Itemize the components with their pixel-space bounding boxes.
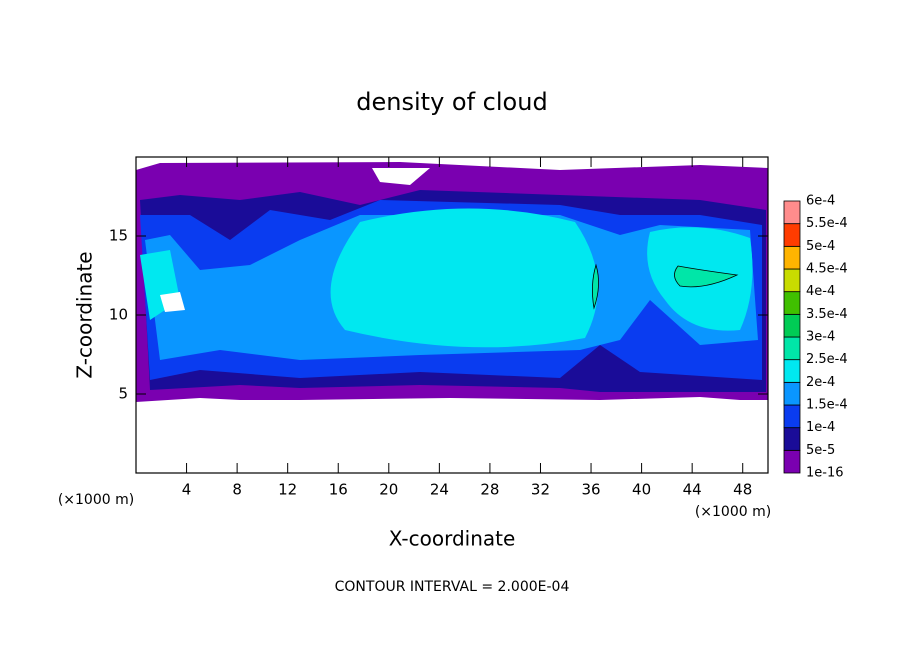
colorbar-box (783, 200, 801, 225)
colorbar-label: 2e-4 (806, 375, 835, 390)
y-tick-label: 15 (109, 227, 128, 245)
colorbar-label: 3.5e-4 (806, 307, 848, 322)
x-tick-label: 16 (329, 481, 348, 499)
colorbar-box (783, 381, 801, 406)
colorbar-box (783, 449, 801, 474)
colorbar-box (783, 291, 801, 315)
contour-line (674, 265, 739, 288)
empty-region (372, 168, 430, 185)
x-unit-right: (×1000 m) (695, 504, 771, 520)
x-tick-label: 20 (379, 481, 398, 499)
chart-title: density of cloud (356, 88, 547, 116)
colorbar-label: 5e-4 (806, 239, 835, 254)
colorbar-box (783, 427, 801, 451)
y-tick-label: 10 (109, 306, 128, 324)
colorbar-box (783, 336, 801, 361)
colorbar-label: 4.5e-4 (806, 262, 848, 277)
footnote: CONTOUR INTERVAL = 2.000E-04 (335, 579, 570, 595)
colorbar-box (783, 245, 801, 270)
colorbar-label: 5.5e-4 (806, 216, 848, 231)
x-tick-label: 28 (480, 481, 499, 499)
y-axis-label: Z-coordinate (73, 251, 97, 378)
x-tick-label: 24 (430, 481, 449, 499)
empty-region (160, 292, 185, 312)
contour-fill (140, 208, 753, 348)
colorbar-label: 1e-4 (806, 420, 835, 435)
colorbar-box (783, 404, 801, 429)
x-tick-label: 12 (278, 481, 297, 499)
x-tick-label: 8 (232, 481, 242, 499)
x-tick-label: 44 (683, 481, 702, 499)
colorbar-box (783, 223, 801, 247)
colorbar-label: 1.5e-4 (806, 398, 848, 413)
x-axis-label: X-coordinate (389, 527, 516, 551)
colorbar-label: 4e-4 (806, 284, 835, 299)
x-tick-label: 40 (632, 481, 651, 499)
colorbar-box (783, 268, 801, 293)
empty-region (136, 402, 768, 473)
x-tick-label: 4 (182, 481, 192, 499)
contour-line (592, 263, 599, 310)
colorbar-label: 5e-5 (806, 443, 835, 458)
colorbar-label: 2.5e-4 (806, 352, 848, 367)
colorbar-box (783, 359, 801, 383)
colorbar-label: 1e-16 (806, 466, 844, 481)
colorbar-label: 6e-4 (806, 194, 835, 209)
y-tick-label: 5 (118, 385, 128, 403)
x-tick-label: 48 (733, 481, 752, 499)
colorbar-label: 3e-4 (806, 330, 835, 345)
x-tick-label: 32 (531, 481, 550, 499)
colorbar-box (783, 313, 801, 338)
x-unit-left: (×1000 m) (58, 492, 134, 508)
x-tick-label: 36 (581, 481, 600, 499)
